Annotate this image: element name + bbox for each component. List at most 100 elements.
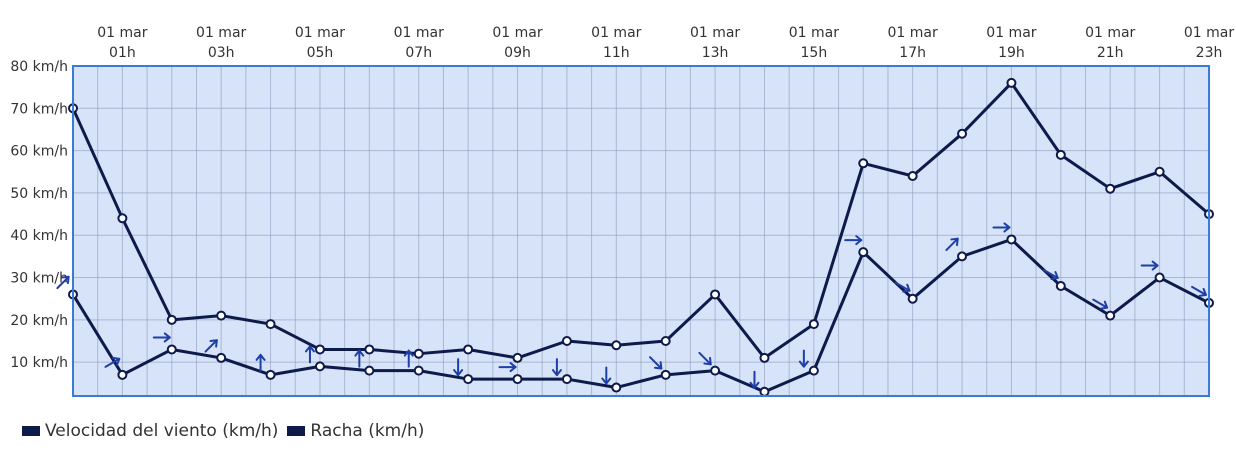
- data-point-gust[interactable]: [166, 314, 177, 325]
- data-point-gust[interactable]: [808, 319, 819, 330]
- data-point-wind-speed[interactable]: [1105, 310, 1116, 321]
- data-point-gust[interactable]: [611, 340, 622, 351]
- data-point-wind-speed[interactable]: [759, 386, 770, 397]
- data-point-gust[interactable]: [858, 158, 869, 169]
- data-point-gust[interactable]: [314, 344, 325, 355]
- arrow-shaft: [1191, 285, 1207, 296]
- data-point-gust[interactable]: [660, 336, 671, 346]
- data-point-gust[interactable]: [1006, 77, 1017, 88]
- data-point-gust[interactable]: [216, 310, 227, 321]
- arrow-shaft: [104, 357, 121, 368]
- legend-swatch-wind-speed: [22, 426, 40, 436]
- x-tick-label-date: 01 mar: [986, 25, 1036, 41]
- x-tick-label-hour: 13h: [702, 45, 729, 61]
- data-point-gust[interactable]: [1105, 183, 1116, 194]
- data-point-wind-speed[interactable]: [957, 251, 968, 262]
- wind-direction-arrows: [56, 222, 1207, 389]
- grid-lines: [72, 65, 1210, 396]
- data-point-gust[interactable]: [117, 213, 128, 224]
- wind-direction-arrow: [104, 356, 121, 368]
- data-point-wind-speed[interactable]: [216, 352, 227, 363]
- x-tick-label-date: 01 mar: [888, 25, 938, 41]
- x-tick-label-hour: 19h: [998, 45, 1025, 61]
- data-point-wind-speed[interactable]: [117, 369, 128, 380]
- data-point-wind-speed[interactable]: [1055, 281, 1066, 291]
- wind-direction-arrow: [698, 351, 712, 366]
- data-point-gust[interactable]: [463, 344, 474, 355]
- arrow-head: [855, 235, 863, 246]
- arrow-shaft: [649, 356, 663, 370]
- data-point-gust[interactable]: [957, 128, 968, 139]
- arrow-head: [1099, 300, 1109, 310]
- wind-direction-arrow: [992, 222, 1011, 233]
- data-point-wind-speed[interactable]: [265, 369, 276, 380]
- data-point-gust[interactable]: [413, 348, 424, 359]
- arrow-shaft: [1092, 298, 1109, 309]
- data-point-wind-speed[interactable]: [314, 361, 325, 372]
- wind-direction-arrow: [403, 349, 414, 368]
- data-point-wind-speed[interactable]: [561, 374, 572, 385]
- y-tick-label: 60 km/h: [10, 144, 68, 160]
- x-tick-label-date: 01 mar: [295, 25, 345, 41]
- arrow-head: [111, 356, 121, 366]
- x-tick-label-hour: 15h: [801, 45, 828, 61]
- data-point-gust[interactable]: [710, 289, 721, 300]
- arrow-shaft: [56, 275, 70, 290]
- x-tick-label-hour: 17h: [899, 45, 926, 61]
- wind-direction-arrow: [453, 358, 464, 377]
- y-tick-label: 10 km/h: [10, 355, 68, 371]
- x-tick-label-hour: 23h: [1196, 45, 1223, 61]
- data-point-wind-speed[interactable]: [611, 382, 622, 393]
- arrow-shaft: [894, 281, 911, 292]
- series-lines: [71, 81, 1210, 394]
- data-point-wind-speed[interactable]: [463, 374, 474, 385]
- series-line-wind-speed: [71, 237, 1210, 394]
- wind-direction-arrow: [1042, 269, 1059, 280]
- x-tick-label-date: 01 mar: [492, 25, 542, 41]
- data-point-gust[interactable]: [512, 352, 523, 363]
- y-tick-label: 80 km/h: [10, 59, 68, 75]
- data-point-wind-speed[interactable]: [364, 365, 375, 376]
- legend-item-wind-speed[interactable]: Velocidad del viento (km/h): [22, 421, 278, 441]
- wind-direction-arrow: [894, 281, 911, 293]
- wind-direction-arrow: [498, 362, 517, 373]
- data-point-gust[interactable]: [364, 344, 375, 355]
- arrow-head: [509, 362, 517, 373]
- data-point-wind-speed[interactable]: [1154, 272, 1165, 283]
- arrow-head: [749, 381, 760, 389]
- data-point-wind-speed[interactable]: [808, 365, 819, 376]
- data-point-wind-speed[interactable]: [413, 365, 424, 376]
- x-tick-label-date: 01 mar: [591, 25, 641, 41]
- data-point-gust[interactable]: [561, 336, 572, 346]
- y-tick-label: 30 km/h: [10, 271, 68, 287]
- data-point-gust[interactable]: [1154, 166, 1165, 177]
- arrow-head: [1003, 222, 1011, 233]
- data-point-wind-speed[interactable]: [166, 344, 177, 355]
- data-point-wind-speed[interactable]: [512, 374, 523, 385]
- data-point-gust[interactable]: [907, 171, 918, 181]
- data-point-wind-speed[interactable]: [907, 293, 918, 304]
- legend-item-gust[interactable]: Racha (km/h): [287, 421, 424, 441]
- data-point-wind-speed[interactable]: [1006, 234, 1017, 245]
- arrow-shaft: [1042, 269, 1059, 279]
- wind-direction-arrow: [1092, 298, 1109, 310]
- x-tick-label-date: 01 mar: [1184, 25, 1234, 41]
- x-tick-label-date: 01 mar: [690, 25, 740, 41]
- data-point-gust[interactable]: [1055, 149, 1066, 160]
- data-point-wind-speed[interactable]: [660, 369, 671, 380]
- arrow-head: [950, 237, 959, 247]
- data-point-wind-speed[interactable]: [858, 247, 869, 258]
- legend-swatch-gust: [287, 426, 306, 436]
- wind-direction-arrow: [601, 366, 612, 385]
- data-point-gust[interactable]: [759, 352, 770, 363]
- x-tick-label-hour: 03h: [208, 45, 235, 61]
- arrow-head: [798, 360, 809, 368]
- x-tick-label-hour: 11h: [603, 45, 630, 61]
- data-point-wind-speed[interactable]: [710, 365, 721, 376]
- wind-direction-arrow: [945, 237, 959, 252]
- y-tick-label: 20 km/h: [10, 313, 68, 329]
- wind-direction-arrow: [255, 353, 266, 372]
- wind-direction-arrow: [551, 358, 562, 377]
- arrow-head: [601, 377, 612, 385]
- data-point-gust[interactable]: [265, 319, 276, 330]
